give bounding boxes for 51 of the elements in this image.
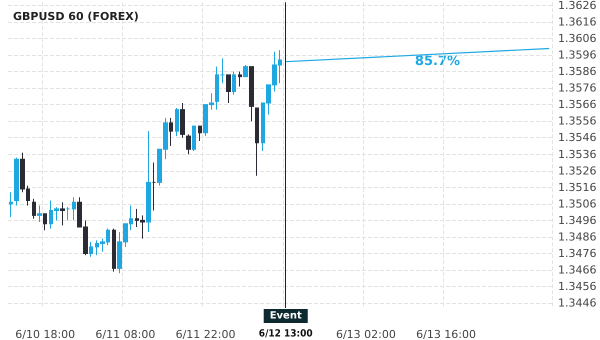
candlestick <box>175 107 179 137</box>
candlestick <box>192 126 196 152</box>
x-tick-label: 6/13 16:00 <box>416 328 476 340</box>
y-tick-label: 1.3506 <box>558 197 596 210</box>
candlestick <box>255 107 259 176</box>
x-tick-label: 6/10 18:00 <box>15 328 76 340</box>
x-tick-label: 6/12 13:00 <box>258 328 313 340</box>
candlestick <box>180 102 185 138</box>
candlestick <box>37 205 42 223</box>
y-tick-label: 1.3556 <box>558 114 596 128</box>
candlestick <box>198 126 202 142</box>
y-tick-label: 1.3626 <box>558 0 596 12</box>
candlestick <box>43 213 47 231</box>
candlestick <box>169 117 173 147</box>
candlestick <box>152 162 156 211</box>
text: GBPUSD 60 (FOREX) <box>13 10 139 23</box>
y-tick-label: 1.3606 <box>558 32 596 46</box>
y-tick-label: 1.3526 <box>558 164 596 178</box>
candlestick <box>186 134 191 155</box>
y-tick-label: 1.3536 <box>558 148 596 161</box>
candlestick <box>9 192 13 218</box>
x-tick-label: 6/11 08:00 <box>95 328 156 340</box>
ref-line-label: Event <box>270 310 302 322</box>
y-tick-label: 1.3446 <box>558 296 596 310</box>
candlestick <box>243 64 248 78</box>
x-tick-label: 6/11 22:00 <box>176 328 236 340</box>
y-tick-label: 1.3476 <box>558 246 596 260</box>
candlestick <box>112 228 116 272</box>
candlestick <box>32 198 36 220</box>
y-tick-label: 1.3546 <box>558 131 596 144</box>
candlestick <box>146 130 151 232</box>
y-tick-label: 1.3586 <box>558 65 596 78</box>
candlestick <box>238 71 242 87</box>
candlestick <box>226 74 231 104</box>
y-tick-label: 1.3456 <box>558 280 596 294</box>
candlestick <box>72 196 76 221</box>
candlestick <box>66 206 70 221</box>
candlestick <box>60 202 65 226</box>
candlestick <box>89 241 93 258</box>
y-tick-label: 1.3576 <box>558 82 596 95</box>
candlestick <box>14 157 19 206</box>
y-tick-label: 1.3516 <box>558 180 596 194</box>
y-tick-label: 1.3496 <box>558 214 596 227</box>
y-tick-label: 1.3616 <box>558 16 596 29</box>
y-tick-label: 1.3486 <box>558 230 596 244</box>
x-tick-label: 6/13 02:00 <box>336 328 396 340</box>
y-tick-label: 1.3596 <box>558 48 596 62</box>
candlestick <box>249 66 254 122</box>
y-tick-label: 1.3566 <box>558 98 596 112</box>
candlestick <box>232 71 236 96</box>
y-tick-label: 1.3466 <box>558 263 596 276</box>
